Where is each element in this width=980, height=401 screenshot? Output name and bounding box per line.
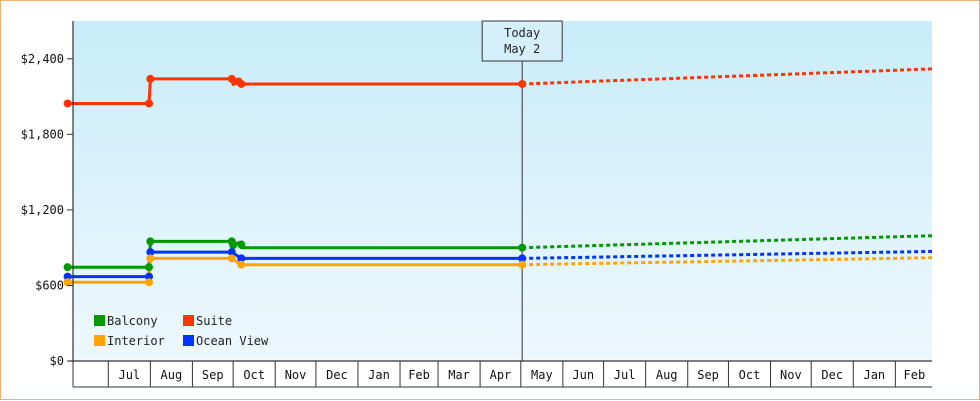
suite-point [227,74,236,83]
ocean-view-point [518,254,527,263]
interior-forecast-line [522,256,933,267]
balcony-point [63,263,72,272]
suite-point [144,99,153,108]
month-label: Jul [118,368,140,382]
month-label: Nov [780,368,802,382]
legend-label-ocean-view: Ocean View [196,334,269,348]
month-label: Feb [904,368,926,382]
y-tick-label: $0 [50,354,64,368]
month-label: Aug [656,368,678,382]
suite-point [518,79,527,88]
interior-point [518,260,527,269]
balcony-forecast-line [522,234,933,250]
legend: Balcony Suite Interior Ocean View [94,314,269,348]
month-label: Jun [572,368,594,382]
ocean-view-point [237,254,246,263]
month-label: Sep [202,368,224,382]
interior-point [237,260,246,269]
month-label: May [531,368,553,382]
x-axis-months: Jul Aug Sep Oct Nov Dec Jan Feb Mar Apr May Jun Jul A… [72,361,932,388]
balcony-point [229,241,238,250]
balcony-point [146,237,155,246]
legend-swatch-balcony [94,315,105,326]
legend-label-interior: Interior [107,334,165,348]
ocean-view-point [227,248,236,257]
interior-point [63,278,72,287]
month-label: Jan [863,368,885,382]
y-tick-label: $1,200 [21,203,64,217]
interior-point [227,254,236,263]
y-tick-label: $2,400 [21,52,64,66]
legend-swatch-ocean-view [183,335,194,346]
month-label: Apr [490,368,512,382]
suite-point [237,79,246,88]
month-label: Feb [408,368,430,382]
interior-series-line [67,256,523,284]
month-label: Sep [697,368,719,382]
balcony-point [518,243,527,252]
legend-label-balcony: Balcony [107,314,158,328]
ocean-view-forecast-line [522,249,933,260]
y-tick-label: $600 [35,278,64,292]
ocean-view-series-line [67,250,523,279]
balcony-point [144,263,153,272]
series-markers [63,74,527,287]
month-strip [73,363,932,387]
month-label: Jul [614,368,636,382]
month-label: Jan [368,368,390,382]
plot-background [73,21,932,361]
month-label: Aug [161,368,183,382]
ocean-view-point [63,272,72,281]
today-annotation-box [481,20,563,62]
interior-point [146,254,155,263]
suite-point [146,74,155,83]
legend-label-suite: Suite [196,314,232,328]
month-label: Mar [448,368,470,382]
legend-swatch-interior [94,335,105,346]
legend-swatch-suite [183,315,194,326]
month-label: Oct [243,368,265,382]
ocean-view-point [146,248,155,257]
axes [69,21,932,363]
ocean-view-point [144,272,153,281]
y-tick-label: $1,800 [21,127,64,141]
month-label: Nov [285,368,307,382]
suite-point [63,99,72,108]
month-label: Dec [821,368,843,382]
suite-forecast-line [522,67,933,86]
interior-point [144,278,153,287]
balcony-point [237,240,246,249]
month-label: Oct [739,368,761,382]
y-axis-ticks: $0 $600 $1,200 $1,800 $2,400 [21,52,73,368]
today-annotation-date: May 2 [504,42,540,56]
today-annotation-title: Today [504,26,540,40]
month-label: Dec [326,368,348,382]
today-annotation: Today May 2 [481,20,563,62]
